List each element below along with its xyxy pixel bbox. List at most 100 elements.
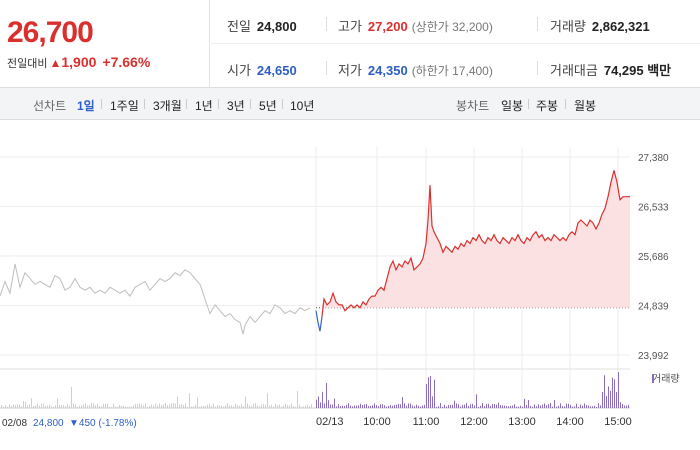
volume-bar xyxy=(400,404,401,408)
volume-bar xyxy=(13,404,14,408)
volume-bar xyxy=(279,404,280,408)
volume-bar xyxy=(59,405,60,408)
prev-day-close: 24,800 xyxy=(33,418,64,429)
volume-bar xyxy=(324,403,325,408)
volume-bar xyxy=(514,404,515,408)
amount-label: 거래대금 xyxy=(550,63,598,78)
volume-bar xyxy=(179,404,180,408)
volume-bar xyxy=(273,406,274,408)
volume-bar xyxy=(73,403,74,408)
volume-bar xyxy=(322,391,323,408)
tab-10years[interactable]: 10년 xyxy=(290,99,315,113)
volume-bar xyxy=(159,403,160,408)
tab-weekly-candle[interactable]: 주봉 xyxy=(536,99,559,113)
volume-bar xyxy=(496,404,497,408)
volume-bar xyxy=(396,404,397,408)
volume-bar xyxy=(215,406,216,408)
volume-bar xyxy=(67,404,68,408)
volume-bar xyxy=(45,406,46,408)
volume-bar xyxy=(328,400,329,408)
volume-bar xyxy=(233,406,234,408)
volume-bar xyxy=(530,406,531,408)
volume-bar xyxy=(265,404,266,408)
high-label: 고가 xyxy=(338,19,362,34)
volume-bar xyxy=(9,404,10,408)
volume-bar xyxy=(175,403,176,408)
volume-bar xyxy=(596,406,597,408)
volume-bar xyxy=(360,403,361,408)
volume-bar xyxy=(193,406,194,408)
x-tick-label: 11:00 xyxy=(413,416,440,428)
volume-bar xyxy=(91,403,92,408)
volume-bar xyxy=(33,406,34,408)
volume-bar xyxy=(320,402,321,408)
volume-bar xyxy=(199,406,200,408)
volume-bar xyxy=(209,403,210,408)
volume-bar xyxy=(183,404,184,408)
tab-3years[interactable]: 3년 xyxy=(227,99,245,113)
volume-bar xyxy=(275,403,276,408)
volume-bar xyxy=(534,404,535,408)
volume-bar xyxy=(592,406,593,408)
volume-bar xyxy=(388,405,389,408)
volume-bar xyxy=(163,404,164,408)
volume-bar xyxy=(187,406,188,408)
volume-bar xyxy=(195,404,196,408)
tab-daily-candle[interactable]: 일봉 xyxy=(501,99,524,113)
y-tick-label: 25,686 xyxy=(638,252,669,263)
volume-bar xyxy=(418,405,419,408)
volume-bar xyxy=(47,405,48,408)
volume-bar xyxy=(63,405,64,408)
volume-bar xyxy=(552,406,553,408)
tab-1year[interactable]: 1년 xyxy=(195,99,213,113)
volume-bar xyxy=(532,406,533,408)
volume-bar xyxy=(97,403,98,408)
volume-bar xyxy=(410,403,411,408)
amount-value: 74,295 백만 xyxy=(603,63,672,78)
volume-bar xyxy=(283,405,284,408)
volume-bar xyxy=(548,404,549,408)
volume-bar xyxy=(155,403,156,408)
volume-bar xyxy=(560,403,561,408)
tab-1day[interactable]: 1일 xyxy=(77,99,95,113)
volume-bar xyxy=(169,404,170,408)
x-tick-label: 14:00 xyxy=(556,416,584,428)
volume-bar xyxy=(291,403,292,408)
tab-1week[interactable]: 1주일 xyxy=(110,99,139,113)
volume-bar xyxy=(444,404,445,408)
tab-5years[interactable]: 5년 xyxy=(259,99,277,113)
volume-bar xyxy=(197,397,198,408)
volume-bar xyxy=(382,404,383,408)
volume-bar xyxy=(31,398,32,408)
volume-bar xyxy=(620,402,621,408)
volume-bar xyxy=(616,391,617,408)
volume-bar xyxy=(211,405,212,408)
volume-bar xyxy=(123,405,124,408)
volume-bar xyxy=(404,403,405,408)
volume-bar xyxy=(520,405,521,408)
volume-bar xyxy=(237,404,238,408)
volume-bar xyxy=(402,397,403,408)
volume-bar xyxy=(17,404,18,408)
volume-bar xyxy=(348,403,349,408)
x-tick-label: 15:00 xyxy=(604,416,632,428)
volume-bar xyxy=(482,403,483,408)
volume-bar xyxy=(151,404,152,408)
volume-bar xyxy=(3,406,4,408)
volume-bar xyxy=(604,375,605,408)
volume-bar xyxy=(243,406,244,408)
volume-bar xyxy=(498,402,499,408)
volume-bar xyxy=(285,403,286,408)
open-value: 24,650 xyxy=(256,63,297,78)
volume-bar xyxy=(584,403,585,408)
previous-day-line xyxy=(0,263,311,335)
volume-bar xyxy=(372,405,373,408)
volume-bar xyxy=(219,405,220,408)
volume-bar xyxy=(618,372,619,408)
tab-monthly-candle[interactable]: 월봉 xyxy=(574,99,597,113)
tab-3months[interactable]: 3개월 xyxy=(153,99,182,113)
volume-bar xyxy=(564,406,565,408)
volume-bar xyxy=(568,403,569,408)
prev-close-value: 24,800 xyxy=(256,19,297,34)
volume-bar xyxy=(356,405,357,408)
